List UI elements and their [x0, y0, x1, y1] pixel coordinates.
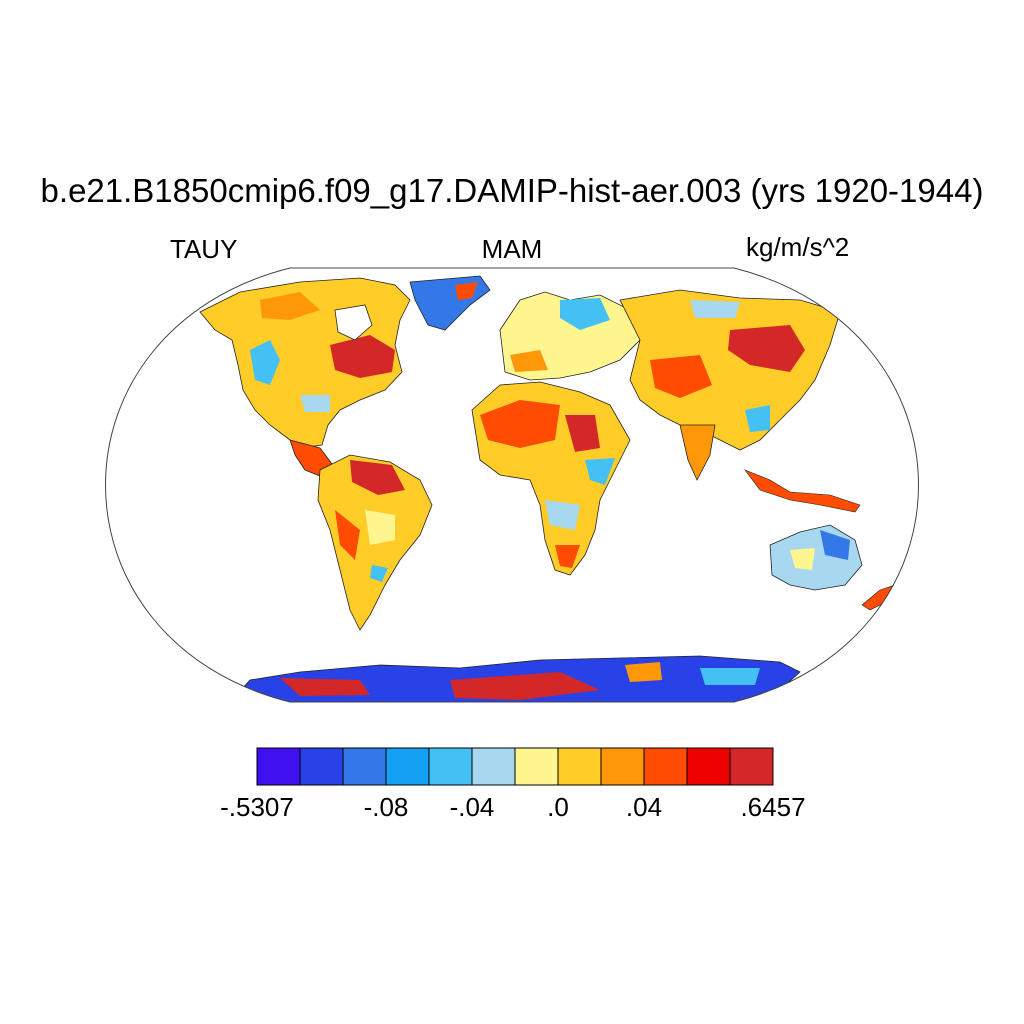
land-new-zealand	[861, 584, 896, 611]
land-greenland	[409, 275, 491, 331]
region-north-america-red	[330, 335, 395, 378]
colorbar-box	[729, 747, 774, 786]
colorbar-tick-label: .6457	[740, 792, 806, 822]
colorbar-tick-label: -.04	[449, 792, 495, 822]
colorbar-box	[557, 747, 602, 786]
land-indonesia	[744, 469, 861, 513]
colorbar-tick-label: .0	[547, 792, 569, 822]
colorbar-box	[256, 747, 301, 786]
land-india	[679, 424, 716, 481]
colorbar-box	[686, 747, 731, 786]
units-label: kg/m/s^2	[746, 232, 850, 262]
colorbar-box	[514, 747, 559, 786]
colorbar-box	[600, 747, 645, 786]
colorbar-box	[428, 747, 473, 786]
map-boundary	[105, 267, 919, 703]
colorbar-box	[643, 747, 688, 786]
map-title: b.e21.B1850cmip6.f09_g17.DAMIP-hist-aer.…	[40, 172, 984, 209]
colorbar-box	[385, 747, 430, 786]
colorbar-tick-label: .04	[625, 792, 663, 822]
colorbar-tick-label: -.08	[363, 792, 409, 822]
colorbar	[256, 747, 774, 786]
region-north-america-orange	[260, 292, 320, 320]
hudson-bay	[334, 304, 373, 341]
season-label: MAM	[481, 234, 543, 264]
colorbar-tick-label: -.5307	[220, 792, 294, 822]
variable-label: TAUY	[170, 234, 238, 264]
colorbar-box	[342, 747, 387, 786]
colorbar-box	[471, 747, 516, 786]
region-north-america-blue2	[300, 395, 330, 412]
region-north-america-blue	[250, 340, 280, 385]
colorbar-box	[299, 747, 344, 786]
